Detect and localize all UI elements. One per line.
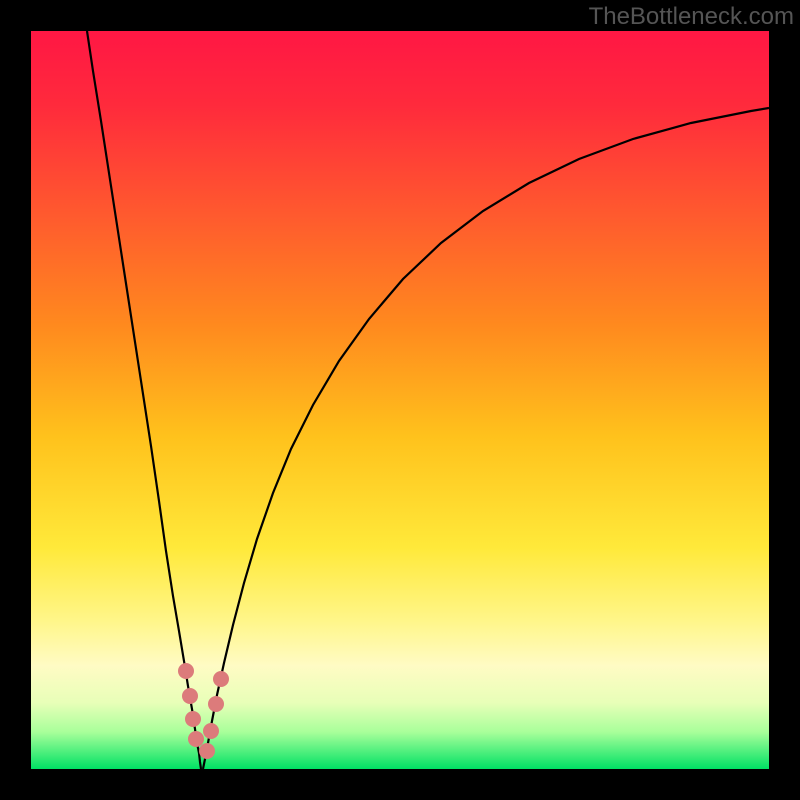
left-curve (87, 31, 201, 769)
curves-layer (31, 31, 769, 769)
marker-dot (199, 743, 215, 759)
marker-dot (178, 663, 194, 679)
marker-dot (208, 696, 224, 712)
marker-dot (182, 688, 198, 704)
marker-dot (213, 671, 229, 687)
right-curve (203, 108, 769, 769)
watermark-text: TheBottleneck.com (589, 3, 794, 31)
marker-dot (188, 731, 204, 747)
plot-area (31, 31, 769, 769)
marker-dot (185, 711, 201, 727)
marker-group (178, 663, 229, 759)
chart-canvas: TheBottleneck.com (0, 0, 800, 800)
marker-dot (203, 723, 219, 739)
